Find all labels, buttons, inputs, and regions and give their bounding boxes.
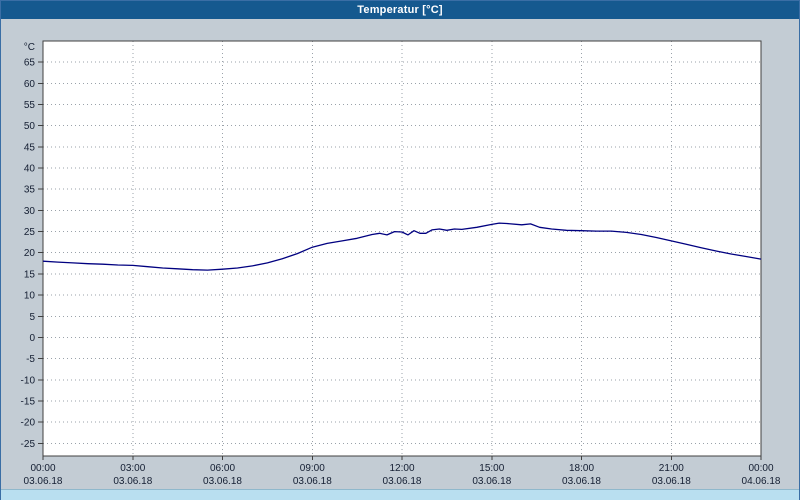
x-tick-time: 00:00 [748,463,773,474]
plot-area [43,41,761,456]
y-tick-label: 5 [29,312,35,323]
y-tick-label: 20 [24,248,36,259]
plot-border [42,40,762,457]
x-tick-time: 00:00 [30,463,55,474]
x-tick-time: 03:00 [120,463,145,474]
y-tick-label: -5 [26,354,35,365]
y-tick-label: -20 [21,418,36,429]
y-tick-label: 60 [24,79,36,90]
temperature-line [42,222,762,271]
y-tick-label: 25 [24,227,36,238]
x-tick-date: 04.06.18 [742,476,781,487]
chart-canvas: 65605550454035302520151050-5-10-15-20-25… [21,40,781,487]
y-tick-label: -25 [21,439,36,450]
chart-area: 65 60 55 50 45 40 35 30 25 20 15 10 5 0 -5 -10 -15 -20 -25… [1,19,799,489]
x-tick-date: 03.06.18 [293,476,332,487]
y-tick-label: -10 [21,375,36,386]
horizontal-scrollbar[interactable] [1,489,799,500]
x-tick-time: 21:00 [659,463,684,474]
y-tick-label: 55 [24,100,36,111]
y-axis-unit: °C [24,42,35,53]
y-tick-label: -15 [21,396,36,407]
window-title: Temperatur [°C] [357,4,443,16]
x-tick-date: 03.06.18 [472,476,511,487]
x-tick-time: 09:00 [300,463,325,474]
x-tick-date: 03.06.18 [203,476,242,487]
y-tick-label: 40 [24,164,36,175]
y-tick-label: 35 [24,185,36,196]
y-tick-label: 0 [29,333,35,344]
x-tick-time: 12:00 [389,463,414,474]
title-bar: Temperatur [°C] [1,1,799,19]
y-tick-label: 15 [24,269,36,280]
y-tick-label: 10 [24,291,36,302]
x-tick-date: 03.06.18 [652,476,691,487]
x-tick-date: 03.06.18 [113,476,152,487]
x-tick-time: 18:00 [569,463,594,474]
y-tick-label: 65 [24,58,36,69]
y-tick-label: 30 [24,206,36,217]
x-tick-date: 03.06.18 [562,476,601,487]
x-tick-date: 03.06.18 [383,476,422,487]
x-tick-date: 03.06.18 [24,476,63,487]
y-tick-label: 50 [24,121,36,132]
y-tick-label: 45 [24,142,36,153]
x-tick-time: 06:00 [210,463,235,474]
x-tick-time: 15:00 [479,463,504,474]
